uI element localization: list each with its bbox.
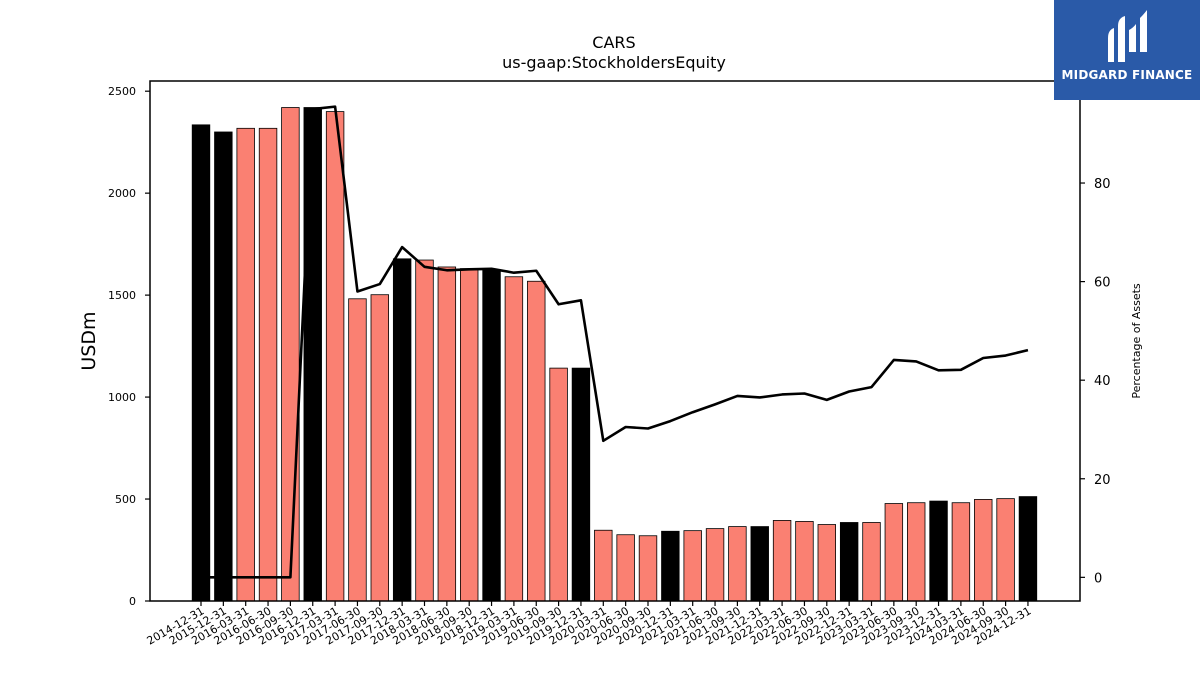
bar-2021-06-30	[705, 528, 725, 602]
y2-axis-label: Percentage of Assets	[1130, 283, 1143, 399]
bar-2024-09-30	[996, 498, 1015, 602]
bar-2019-06-30	[527, 280, 546, 602]
bar-2014-12-31	[191, 124, 211, 602]
bar-2024-12-31	[1018, 496, 1038, 602]
bar-2023-12-31	[929, 500, 948, 602]
plot-frame	[149, 80, 1081, 602]
bar-2023-06-30	[884, 503, 904, 602]
bar-2024-06-30	[974, 499, 993, 602]
bar-2017-03-31	[325, 111, 345, 602]
bar-2022-06-30	[795, 521, 814, 602]
bar-2020-12-31	[661, 530, 680, 602]
y-tick-label: 1500	[108, 289, 136, 302]
bar-2021-03-31	[683, 530, 702, 602]
bar-2019-09-30	[549, 367, 568, 602]
bar-2022-09-30	[817, 524, 837, 602]
y2-tick-label: 60	[1094, 276, 1111, 291]
bar-2018-06-30	[437, 266, 457, 602]
y2-tick-label: 40	[1094, 374, 1111, 389]
bar-2019-12-31	[571, 367, 591, 602]
bar-2024-03-31	[951, 502, 971, 602]
bar-2021-12-31	[750, 526, 769, 602]
bar-2016-06-30	[258, 127, 278, 602]
bar-2023-03-31	[862, 522, 881, 602]
y-tick-label: 500	[115, 493, 136, 506]
bar-2020-09-30	[638, 535, 658, 602]
y2-tick-label: 20	[1094, 473, 1111, 488]
brand-name: MIDGARD FINANCE	[1061, 68, 1193, 82]
line-group	[201, 105, 1029, 579]
bar-2018-03-31	[415, 259, 434, 602]
bar-2019-03-31	[504, 276, 524, 602]
bar-2016-09-30	[281, 107, 300, 602]
chart-title: CARS	[592, 33, 635, 52]
bar-2021-09-30	[728, 526, 747, 602]
y-tick-label: 1000	[108, 391, 136, 404]
bar-2020-06-30	[616, 534, 635, 602]
bar-2018-09-30	[459, 268, 479, 602]
bar-2017-09-30	[370, 294, 390, 602]
axes-group	[149, 80, 1081, 602]
bar-2020-03-31	[594, 529, 613, 602]
y2-tick-label: 80	[1094, 177, 1111, 192]
bar-2016-12-31	[303, 107, 322, 602]
bar-2017-06-30	[348, 298, 367, 602]
brand-logo: MIDGARD FINANCE	[1054, 0, 1200, 100]
ticks-group: 050010001500200025000204060802014-12-312…	[108, 85, 1111, 647]
y-axis-label: USDm	[78, 311, 100, 370]
logo-mark-icon	[1108, 10, 1147, 62]
bar-2018-12-31	[482, 269, 501, 602]
chart-subtitle: us-gaap:StockholdersEquity	[502, 53, 726, 72]
bar-2022-12-31	[839, 522, 859, 602]
y2-tick-label: 0	[1094, 571, 1102, 586]
y-tick-label: 2000	[108, 187, 136, 200]
bar-2022-03-31	[772, 520, 792, 602]
bar-2016-03-31	[236, 127, 255, 602]
percentage-of-assets-line	[201, 105, 1029, 579]
bar-2017-12-31	[392, 258, 412, 602]
bars-group	[191, 107, 1038, 602]
y-tick-label: 0	[129, 595, 136, 608]
y-tick-label: 2500	[108, 85, 136, 98]
bar-2015-12-31	[214, 131, 233, 602]
bar-2023-09-30	[907, 502, 926, 602]
